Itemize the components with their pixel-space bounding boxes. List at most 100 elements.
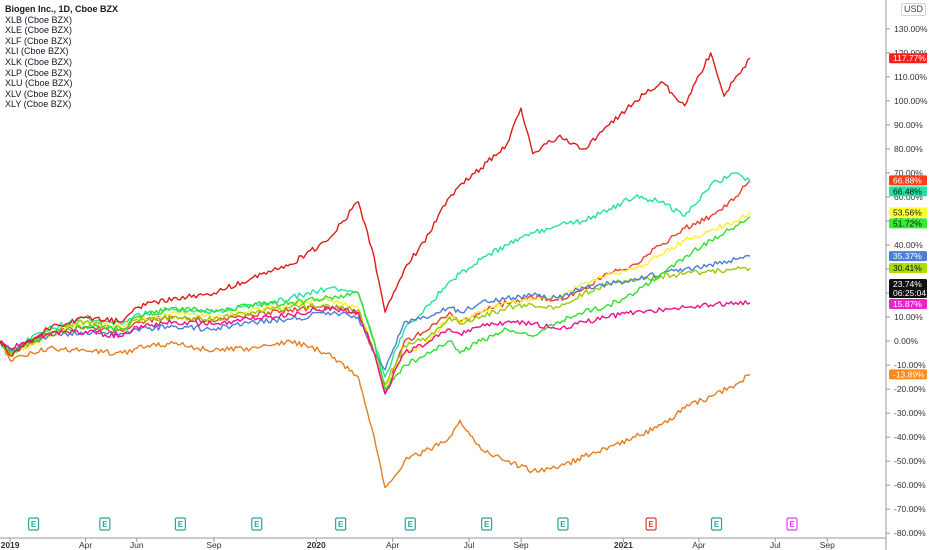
y-tick-label: -70.00% bbox=[894, 504, 926, 514]
x-tick-label: Apr bbox=[79, 540, 92, 550]
last-value-badge: -13.89% bbox=[889, 369, 927, 380]
earnings-marker[interactable]: E bbox=[99, 517, 111, 531]
series-line-xlu[interactable] bbox=[0, 216, 751, 390]
countdown-timer-text: 06:25:04 bbox=[893, 288, 926, 298]
earnings-marker[interactable]: E bbox=[174, 517, 186, 531]
legend-item-xlk[interactable]: XLK (Cboe BZX) bbox=[5, 56, 73, 67]
y-tick-label: 0.00% bbox=[894, 336, 919, 346]
y-tick-label: 80.00% bbox=[894, 144, 923, 154]
last-value-badge-bg bbox=[889, 369, 927, 380]
currency-button[interactable]: USD bbox=[900, 3, 926, 16]
earnings-marker-box bbox=[557, 517, 569, 531]
earnings-marker[interactable]: E bbox=[335, 517, 347, 531]
legend-item-xlb[interactable]: XLB (Cboe BZX) bbox=[5, 14, 73, 25]
earnings-marker-label: E bbox=[178, 520, 184, 529]
y-tick-label: 10.00% bbox=[894, 312, 923, 322]
chart-title[interactable]: Biogen Inc., 1D, Cboe BZX bbox=[5, 4, 119, 14]
x-tick-label: Jul bbox=[464, 540, 475, 550]
series-line-xlf[interactable] bbox=[0, 211, 751, 390]
series-line-xle[interactable] bbox=[0, 179, 751, 395]
earnings-marker-label: E bbox=[714, 520, 720, 529]
last-value-badge-bg bbox=[889, 263, 927, 274]
last-value-badge: 117.77% bbox=[889, 53, 927, 64]
last-value-badge: 15.87% bbox=[889, 299, 927, 310]
series-line-xly[interactable] bbox=[0, 52, 751, 357]
x-tick-label: Sep bbox=[206, 540, 221, 550]
earnings-marker-label: E bbox=[560, 520, 566, 529]
last-value-badge-text: 53.56% bbox=[893, 207, 922, 217]
legend-item-xlp[interactable]: XLP (Cboe BZX) bbox=[5, 67, 72, 78]
y-tick-label: 120.00% bbox=[894, 48, 928, 58]
earnings-marker[interactable]: E bbox=[404, 517, 416, 531]
last-value-badge: 35.37% bbox=[889, 251, 927, 262]
earnings-marker-box bbox=[99, 517, 111, 531]
earnings-marker[interactable]: E bbox=[481, 517, 493, 531]
y-tick-label: 90.00% bbox=[894, 120, 923, 130]
earnings-marker-label: E bbox=[789, 520, 795, 529]
x-tick-label: Sep bbox=[820, 540, 835, 550]
last-value-badge-bg bbox=[889, 251, 927, 262]
series-line-xlp[interactable] bbox=[0, 254, 751, 371]
earnings-marker-box bbox=[481, 517, 493, 531]
time-axis[interactable]: 2019 Apr Jun Sep 2020 Apr Jul Sep 2021 Apr Jul Sep bbox=[1, 538, 835, 550]
last-value-badge-text: 117.77% bbox=[893, 53, 926, 63]
x-tick-label: Sep bbox=[513, 540, 528, 550]
last-value-badge-text: 51.72% bbox=[893, 218, 922, 228]
x-tick-label: 2019 bbox=[1, 540, 20, 550]
y-tick-label: -20.00% bbox=[894, 384, 926, 394]
y-tick-label: -50.00% bbox=[894, 456, 926, 466]
x-tick-label: Apr bbox=[386, 540, 399, 550]
x-tick-label: 2021 bbox=[614, 540, 633, 550]
earnings-marker-label: E bbox=[408, 520, 414, 529]
x-tick-label: 2020 bbox=[307, 540, 326, 550]
earnings-marker[interactable]: E bbox=[786, 517, 798, 531]
last-value-badge: 51.72% bbox=[889, 218, 927, 229]
last-value-badge: 66.88% bbox=[889, 175, 927, 186]
earnings-marker-box bbox=[251, 517, 263, 531]
earnings-marker[interactable]: E bbox=[710, 517, 723, 531]
earnings-marker-box bbox=[174, 517, 186, 531]
y-tick-label: 60.00% bbox=[894, 192, 923, 202]
earnings-marker-label: E bbox=[484, 520, 490, 529]
earnings-marker[interactable]: E bbox=[27, 517, 40, 531]
last-value-badge-bg bbox=[889, 279, 927, 299]
earnings-marker-box bbox=[786, 517, 798, 531]
earnings-marker[interactable]: E bbox=[557, 517, 569, 531]
x-tick-label: Apr bbox=[692, 540, 705, 550]
last-value-badge-bg bbox=[889, 299, 927, 310]
x-tick-label: Jul bbox=[770, 540, 781, 550]
y-tick-label: -10.00% bbox=[894, 360, 926, 370]
earnings-marker-box bbox=[645, 517, 657, 531]
earnings-marker-box bbox=[710, 517, 723, 531]
earnings-marker-label: E bbox=[254, 520, 260, 529]
legend-item-xli[interactable]: XLI (Cboe BZX) bbox=[5, 46, 69, 57]
legend-item-xly[interactable]: XLY (Cboe BZX) bbox=[5, 99, 72, 110]
y-tick-label: 130.00% bbox=[894, 24, 928, 34]
y-tick-label: -80.00% bbox=[894, 528, 926, 538]
series-line-xlb[interactable] bbox=[0, 339, 751, 489]
legend-item-xlv[interactable]: XLV (Cboe BZX) bbox=[5, 88, 72, 99]
last-value-badge-text: 66.88% bbox=[893, 175, 922, 185]
y-tick-label: 110.00% bbox=[894, 72, 927, 82]
legend-item-xlf[interactable]: XLF (Cboe BZX) bbox=[5, 35, 72, 46]
last-value-badge-bg bbox=[889, 218, 927, 229]
x-tick-label: Jun bbox=[130, 540, 144, 550]
series-layer bbox=[0, 52, 751, 489]
earnings-marker[interactable]: E bbox=[645, 517, 657, 531]
last-value-badge-text: 23.74% bbox=[893, 279, 922, 289]
last-value-badge: 23.74%06:25:04 bbox=[889, 279, 927, 299]
last-value-badge-text: 66.48% bbox=[893, 186, 922, 196]
last-value-badge-bg bbox=[889, 186, 927, 197]
y-tick-label: 100.00% bbox=[894, 96, 928, 106]
series-line-xlv[interactable] bbox=[0, 300, 751, 395]
series-line-xli[interactable] bbox=[0, 266, 751, 385]
last-value-badge-bg bbox=[889, 175, 927, 186]
last-value-badge: 53.56% bbox=[889, 207, 927, 218]
earnings-marker-label: E bbox=[338, 520, 344, 529]
last-value-badge-text: 30.41% bbox=[893, 263, 922, 273]
earnings-marker[interactable]: E bbox=[251, 517, 263, 531]
legend-item-xlu[interactable]: XLU (Cboe BZX) bbox=[5, 78, 73, 89]
legend-item-xle[interactable]: XLE (Cboe BZX) bbox=[5, 25, 73, 36]
